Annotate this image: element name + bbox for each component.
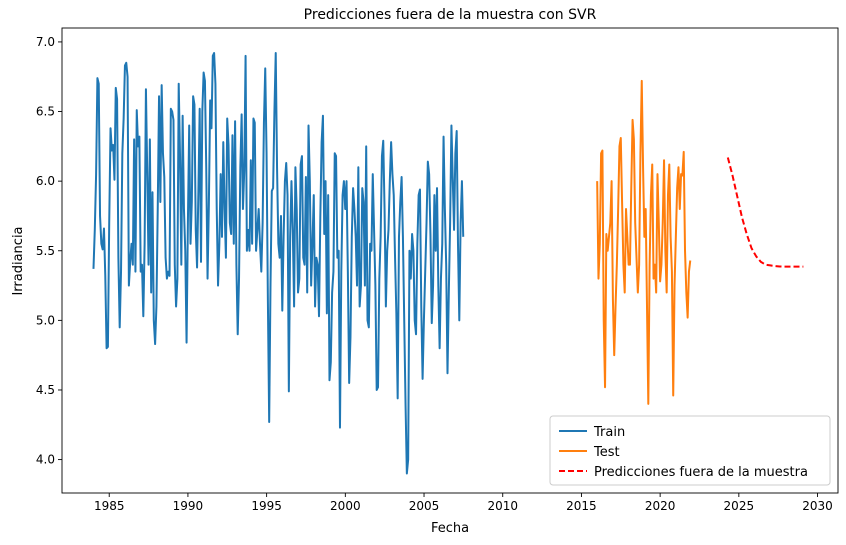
series-line-forecast [726, 157, 804, 268]
series-line-train [92, 52, 465, 475]
x-tick-label: 2025 [724, 499, 755, 513]
x-tick-label: 2000 [330, 499, 361, 513]
legend-label-train: Train [593, 425, 625, 440]
y-tick-label: 5.5 [36, 244, 55, 258]
x-axis: 1985 1990 1995 2000 2005 2010 2015 2020 2025 2030 [94, 493, 833, 513]
y-tick-label: 4.5 [36, 383, 55, 397]
x-axis-label: Fecha [431, 521, 469, 536]
y-axis: 4.0 4.5 5.0 5.5 6.0 6.5 7.0 [36, 35, 62, 467]
series-line-test [596, 79, 692, 405]
x-tick-label: 1995 [251, 499, 282, 513]
y-tick-label: 5.0 [36, 313, 55, 327]
x-tick-label: 2010 [487, 499, 518, 513]
y-axis-label: Irradiancia [11, 226, 26, 295]
y-tick-label: 7.0 [36, 35, 55, 49]
legend: Train Test Predicciones fuera de la mues… [549, 415, 831, 486]
x-tick-label: 2030 [802, 499, 833, 513]
x-tick-label: 2020 [645, 499, 676, 513]
legend-box [549, 415, 831, 486]
x-tick-label: 2015 [566, 499, 597, 513]
plot-frame [61, 27, 839, 494]
legend-label-forecast: Predicciones fuera de la muestra [594, 465, 808, 480]
x-tick-label: 2005 [409, 499, 440, 513]
x-tick-label: 1985 [94, 499, 125, 513]
y-tick-label: 6.0 [36, 174, 55, 188]
y-tick-label: 6.5 [36, 105, 55, 119]
plot-lines [92, 52, 804, 475]
x-tick-label: 1990 [173, 499, 204, 513]
chart-title: Predicciones fuera de la muestra con SVR [304, 7, 597, 23]
legend-label-test: Test [593, 445, 620, 460]
y-tick-label: 4.0 [36, 453, 55, 467]
